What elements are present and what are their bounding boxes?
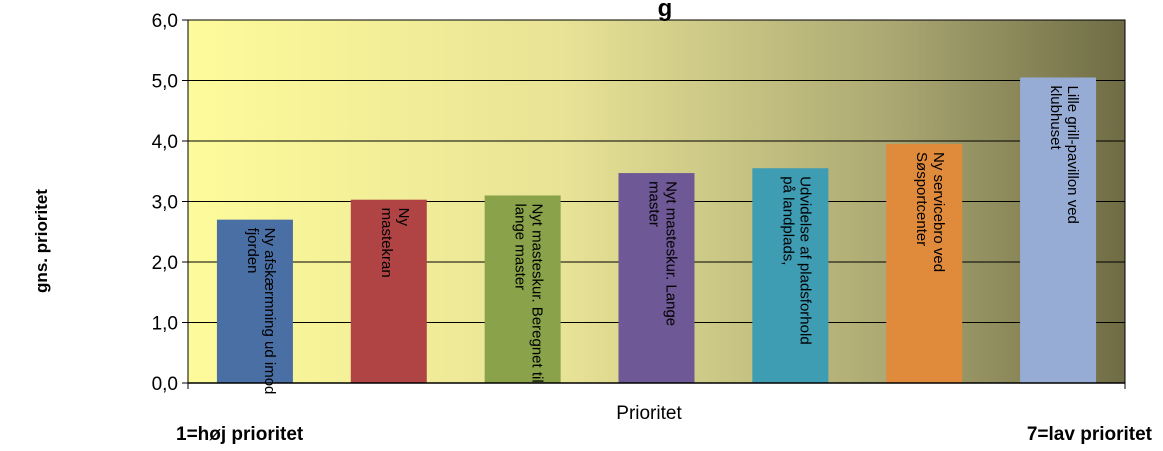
bar [886, 144, 963, 383]
y-tick-label: 2,0 [152, 253, 178, 274]
bar [484, 195, 561, 383]
y-tick-label: 3,0 [152, 193, 178, 214]
bar-label-line: Ny servicebro ved [930, 152, 947, 272]
bar-label: Udvidelse af pladsforholdpå landplads, [779, 176, 813, 344]
bar [752, 168, 829, 383]
bar-label-line: lange master [512, 203, 529, 290]
bar-label: Nymastekran [378, 208, 412, 278]
x-axis-left-note: 1=høj prioritet [176, 424, 304, 445]
y-tick-label: 4,0 [152, 132, 178, 153]
bar-label-line: Udvidelse af pladsforhold [796, 176, 813, 344]
bar-label-line: Ny afskærmning ud imod [261, 228, 278, 395]
x-axis-right-note: 7=lav prioritet [1027, 424, 1153, 445]
axes [187, 382, 1126, 389]
bar-label: Nyt masteskur. Beregnet tillange master [512, 203, 546, 382]
bar-label-line: klubhuset [1047, 85, 1064, 150]
bar-label-line: Nyt masteskur. Beregnet til [529, 203, 546, 382]
bar-label-line: Lille grill-pavillon ved [1064, 85, 1081, 223]
y-tick-label: 1,0 [152, 314, 178, 335]
bar-label: Nyt masteskur. Langemaster [646, 181, 680, 326]
x-axis-label: Prioritet [616, 403, 682, 424]
y-tick-label: 5,0 [152, 72, 178, 93]
bar-label-line: Søsportcenter [913, 152, 930, 246]
y-tick-labels: 0,0 1,0 2,0 3,0 4,0 5,0 6,0 [152, 11, 178, 395]
bar-label-line: master [646, 181, 663, 227]
bar-label-line: på landplads, [779, 176, 796, 265]
bar-label: Ny servicebro vedSøsportcenter [913, 152, 947, 272]
bar-labels: Ny afskærmning ud imodfjorden Nymastekran… [244, 85, 1081, 394]
bar-label-line: Ny [395, 208, 412, 227]
y-tick-label: 6,0 [152, 11, 178, 32]
bar [618, 173, 695, 383]
bar [1020, 77, 1097, 383]
y-axis-label: gns. prioritet [32, 189, 51, 293]
chart-title: g [658, 0, 673, 22]
bar-label-line: fjorden [244, 228, 261, 274]
bar-label-line: mastekran [378, 208, 395, 278]
bar-label: Ny afskærmning ud imodfjorden [244, 228, 278, 395]
bar-label-line: Nyt masteskur. Lange [663, 181, 680, 326]
y-tick-label: 0,0 [152, 374, 178, 395]
bar [350, 199, 427, 383]
bar-label: Lille grill-pavillon vedklubhuset [1047, 85, 1081, 223]
bars [216, 77, 1097, 383]
bar [216, 219, 293, 383]
